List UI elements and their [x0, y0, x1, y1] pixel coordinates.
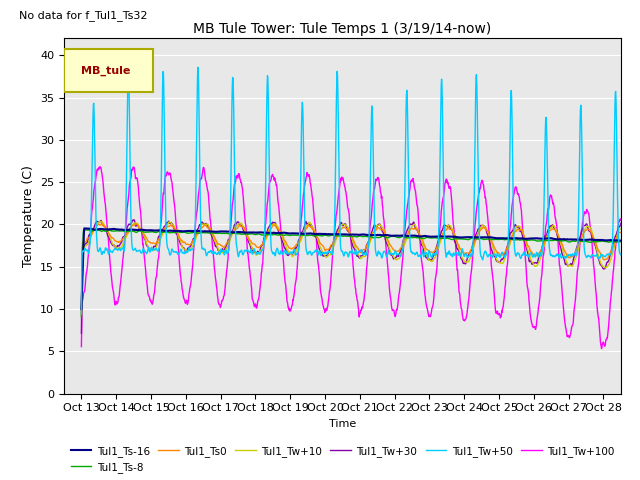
- Text: No data for f_Tul1_Ts32: No data for f_Tul1_Ts32: [19, 10, 148, 21]
- Title: MB Tule Tower: Tule Temps 1 (3/19/14-now): MB Tule Tower: Tule Temps 1 (3/19/14-now…: [193, 22, 492, 36]
- X-axis label: Time: Time: [329, 419, 356, 429]
- Legend: Tul1_Ts-16, Tul1_Ts-8, Tul1_Ts0, Tul1_Tw+10, Tul1_Tw+30, Tul1_Tw+50, Tul1_Tw+100: Tul1_Ts-16, Tul1_Ts-8, Tul1_Ts0, Tul1_Tw…: [67, 442, 618, 477]
- FancyBboxPatch shape: [64, 49, 153, 92]
- Text: MB_tule: MB_tule: [81, 65, 131, 75]
- Y-axis label: Temperature (C): Temperature (C): [22, 165, 35, 267]
